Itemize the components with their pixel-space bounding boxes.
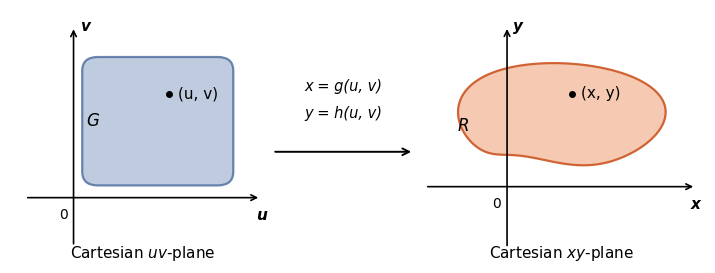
Text: u: u bbox=[256, 208, 267, 223]
Text: y: y bbox=[513, 19, 523, 34]
Text: x: x bbox=[691, 197, 701, 212]
Text: x = g(u, v): x = g(u, v) bbox=[304, 79, 383, 94]
Text: 0: 0 bbox=[492, 197, 500, 211]
Text: R: R bbox=[458, 117, 470, 135]
Text: v: v bbox=[81, 19, 91, 34]
Text: Cartesian $xy$-plane: Cartesian $xy$-plane bbox=[489, 244, 633, 263]
Text: y = h(u, v): y = h(u, v) bbox=[304, 106, 383, 121]
Text: (u, v): (u, v) bbox=[178, 86, 218, 101]
FancyBboxPatch shape bbox=[82, 57, 233, 185]
Polygon shape bbox=[458, 63, 666, 165]
Text: Cartesian $uv$-plane: Cartesian $uv$-plane bbox=[70, 244, 216, 263]
Text: G: G bbox=[87, 112, 99, 130]
Text: (x, y): (x, y) bbox=[581, 86, 621, 101]
Text: 0: 0 bbox=[59, 208, 67, 222]
